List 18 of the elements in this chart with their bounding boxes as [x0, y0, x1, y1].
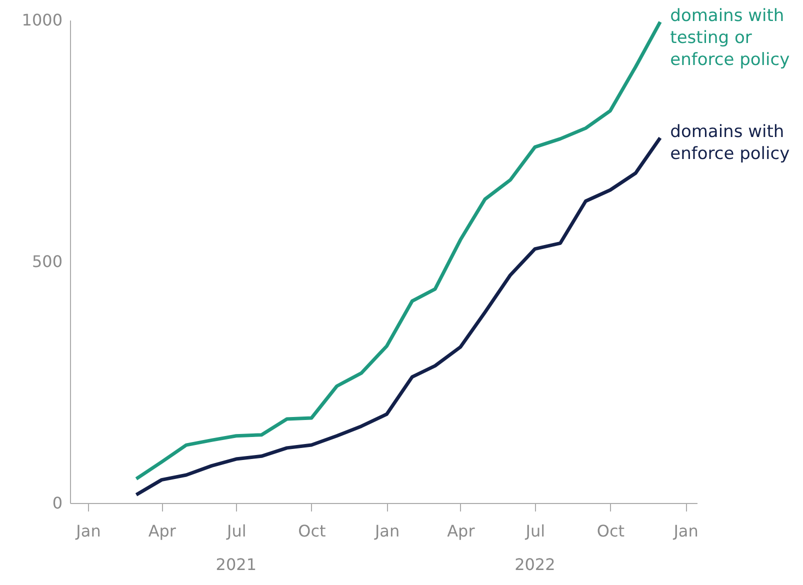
- y-tick-label: 1000: [22, 10, 62, 30]
- series-label: domains with enforce policy: [670, 122, 790, 164]
- x-tick-label: Jan: [75, 522, 101, 540]
- line-series: [134, 20, 662, 481]
- x-tick-label: Jan: [374, 522, 400, 540]
- text: 2022: [514, 555, 556, 574]
- y-tick-label: 500: [32, 252, 62, 271]
- x-tick-label: Jul: [226, 522, 246, 540]
- x-tick-label: Jul: [524, 522, 546, 540]
- x-tick-label: Apr: [447, 522, 476, 540]
- text: 2021: [216, 555, 257, 574]
- x-tick-label: Oct: [596, 522, 625, 540]
- x-tick-label: Apr: [148, 522, 176, 540]
- x-tick-label: Jan: [672, 522, 698, 540]
- x-tick-label: Oct: [298, 522, 326, 540]
- y-tick-label: 0: [52, 494, 62, 512]
- line-series: [134, 136, 662, 497]
- series-label: domains with testing or enforce policy: [670, 6, 790, 70]
